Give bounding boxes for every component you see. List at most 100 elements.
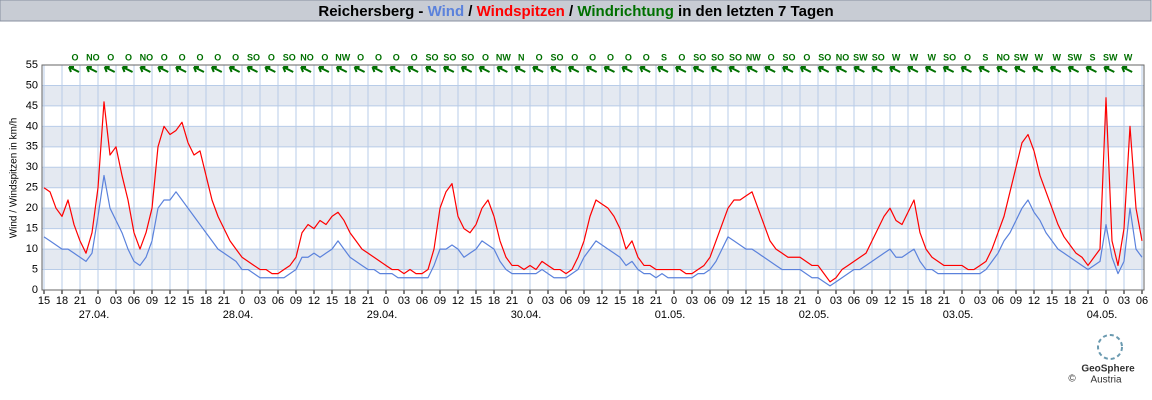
logo-sub: Austria — [1090, 375, 1122, 386]
title-bar — [0, 0, 1152, 22]
direction-label: SW — [1014, 52, 1029, 62]
title-part: / — [464, 3, 477, 20]
direction-label: SO — [283, 52, 296, 62]
direction-label: S — [1089, 52, 1095, 62]
direction-label: O — [589, 52, 596, 62]
y-tick-label: 30 — [26, 161, 38, 173]
direction-arrow — [317, 66, 330, 73]
direction-arrow — [1031, 66, 1044, 73]
direction-arrow — [692, 66, 705, 73]
x-tick-label: 09 — [1010, 295, 1022, 307]
title-part: Windspitzen — [477, 3, 565, 20]
direction-label: O — [607, 52, 614, 62]
direction-arrow — [228, 66, 241, 73]
x-tick-label: 21 — [218, 295, 230, 307]
direction-label: SO — [782, 52, 795, 62]
direction-label: O — [179, 52, 186, 62]
direction-label: O — [357, 52, 364, 62]
direction-label: W — [1035, 52, 1044, 62]
direction-arrow — [746, 66, 758, 73]
x-tick-label: 21 — [650, 295, 662, 307]
title-part: Reichersberg - — [318, 3, 427, 20]
copyright: © — [1068, 374, 1076, 385]
x-tick-label: 06 — [992, 295, 1004, 307]
direction-label: SO — [943, 52, 956, 62]
y-tick-label: 40 — [26, 120, 38, 132]
y-tick-label: 0 — [32, 284, 38, 296]
x-tick-label: 15 — [182, 295, 194, 307]
direction-arrow — [103, 66, 116, 73]
direction-label: SO — [461, 52, 474, 62]
x-tick-label: 12 — [164, 295, 176, 307]
direction-arrow — [353, 66, 366, 73]
direction-label: O — [768, 52, 775, 62]
logo-mark — [1097, 334, 1123, 360]
direction-arrow — [478, 66, 490, 73]
direction-label: O — [571, 52, 578, 62]
x-tick-label: 03 — [1118, 295, 1130, 307]
direction-label: SW — [1067, 52, 1082, 62]
direction-label: NW — [496, 52, 511, 62]
direction-arrow — [978, 66, 990, 73]
x-tick-label: 06 — [272, 295, 284, 307]
direction-label: SO — [247, 52, 260, 62]
grid-band — [42, 85, 1144, 106]
plot-frame — [41, 64, 1145, 291]
direction-label: SO — [872, 52, 885, 62]
x-tick-label: 18 — [488, 295, 500, 307]
x-tick-label: 06 — [848, 295, 860, 307]
direction-arrow — [335, 66, 348, 73]
direction-arrow — [1049, 66, 1062, 73]
direction-arrow — [264, 66, 276, 73]
direction-arrow — [853, 66, 865, 73]
x-tick-label: 21 — [506, 295, 518, 307]
direction-arrow — [139, 66, 151, 73]
direction-arrow — [193, 66, 205, 73]
series-line — [43, 174, 1143, 287]
y-tick-label: 45 — [26, 100, 38, 112]
x-tick-label: 15 — [38, 295, 50, 307]
day-label: 28.04. — [223, 309, 254, 321]
direction-label: O — [678, 52, 685, 62]
direction-arrow — [674, 66, 687, 73]
x-tick-label: 0 — [1103, 295, 1109, 307]
direction-label: SW — [1103, 52, 1118, 62]
y-tick-label: 35 — [26, 141, 38, 153]
direction-arrow — [799, 66, 812, 73]
x-tick-label: 03 — [254, 295, 266, 307]
direction-arrow — [639, 66, 651, 73]
direction-label: O — [375, 52, 382, 62]
direction-label: SO — [443, 52, 456, 62]
y-tick-label: 10 — [26, 243, 38, 255]
direction-label: SW — [853, 52, 868, 62]
direction-arrow — [728, 66, 740, 73]
x-tick-label: 09 — [722, 295, 734, 307]
direction-arrow — [389, 66, 401, 73]
direction-label: NO — [996, 52, 1010, 62]
logo-name: GeoSphere — [1081, 364, 1135, 375]
x-tick-label: 18 — [56, 295, 68, 307]
x-tick-label: 06 — [704, 295, 716, 307]
x-tick-label: 21 — [74, 295, 86, 307]
direction-label: NO — [300, 52, 314, 62]
direction-label: S — [982, 52, 988, 62]
direction-arrow — [496, 66, 508, 73]
direction-arrow — [942, 66, 955, 73]
x-tick-label: 0 — [239, 295, 245, 307]
x-tick-label: 0 — [815, 295, 821, 307]
direction-arrow — [603, 66, 615, 73]
x-tick-label: 18 — [200, 295, 212, 307]
direction-label: O — [214, 52, 221, 62]
y-tick-label: 20 — [26, 202, 38, 214]
direction-arrow — [960, 66, 972, 73]
x-tick-label: 03 — [110, 295, 122, 307]
x-tick-label: 12 — [596, 295, 608, 307]
x-tick-label: 21 — [794, 295, 806, 307]
direction-arrow — [442, 66, 455, 73]
y-tick-label: 50 — [26, 79, 38, 91]
direction-label: O — [268, 52, 275, 62]
direction-arrow — [175, 66, 187, 73]
x-tick-label: 18 — [920, 295, 932, 307]
direction-arrow — [710, 66, 723, 73]
direction-label: O — [536, 52, 543, 62]
